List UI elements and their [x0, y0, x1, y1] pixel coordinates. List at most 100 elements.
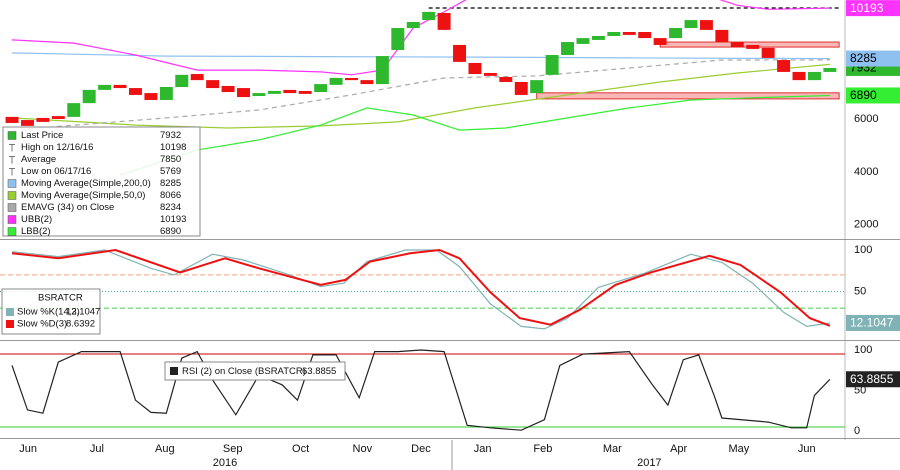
candle [36, 117, 50, 122]
stochastic-panel [0, 248, 845, 330]
y-tick-label: 100 [854, 244, 872, 256]
legend-swatch [7, 227, 17, 236]
candle [669, 28, 683, 39]
candle [190, 74, 204, 81]
series-line [119, 94, 830, 176]
candle [807, 71, 821, 81]
legend-value: 6890 [160, 226, 181, 237]
value-box [846, 314, 900, 331]
candle [237, 88, 250, 98]
legend-glyph [9, 168, 15, 176]
candle [283, 89, 297, 94]
value-box-label: 10193 [850, 1, 884, 15]
y-tick-label: 50 [854, 285, 866, 297]
candle [684, 20, 698, 29]
candle [360, 80, 374, 85]
x-tick-label: Apr [670, 443, 687, 455]
legend-glyph [9, 144, 15, 152]
candle [98, 84, 112, 90]
x-tick-label: Mar [603, 443, 622, 455]
legend-value: 5769 [160, 166, 181, 177]
series-line [11, 52, 830, 60]
legend-swatch [7, 191, 17, 200]
candle [422, 11, 436, 21]
value-box [846, 87, 900, 104]
legend-value: 7932 [160, 130, 181, 141]
candle [298, 90, 312, 94]
value-box-label: 8285 [850, 51, 877, 65]
legend-label: Average [21, 154, 56, 165]
year-label: 2017 [637, 457, 661, 469]
value-box-label: 63.8855 [850, 372, 894, 386]
candle [792, 71, 806, 81]
legend-swatch [6, 308, 14, 316]
candle [175, 74, 189, 88]
candle [129, 88, 142, 95]
candle [823, 67, 837, 72]
candle [499, 76, 513, 82]
legend-label: Moving Average(Simple,50,0) [21, 190, 145, 201]
series-line [11, 59, 830, 131]
legend-value: 10193 [160, 214, 186, 225]
legend-value: 63.8855 [302, 366, 336, 377]
legend-value: 8.6392 [66, 319, 95, 330]
candle [51, 116, 65, 119]
legend-label: Slow %D(3) [17, 319, 67, 330]
candle [653, 38, 667, 45]
rsi-panel [0, 349, 845, 431]
candle [607, 31, 621, 36]
x-tick-label: Jun [19, 443, 37, 455]
value-box-label: 6890 [850, 88, 877, 102]
candle [576, 38, 590, 44]
candle [453, 44, 467, 62]
x-tick-label: Sep [223, 443, 243, 455]
candle [375, 56, 389, 85]
legend-box [164, 361, 346, 381]
value-box-label: 12.1047 [850, 316, 894, 330]
candle [144, 93, 158, 100]
x-tick-label: Dec [411, 443, 431, 455]
legend-label: LBB(2) [21, 226, 51, 237]
legend-value: 8066 [160, 190, 181, 201]
candle [20, 120, 34, 126]
legend-label: Low on 06/17/16 [21, 166, 91, 177]
x-tick-label: Oct [292, 443, 309, 455]
candle [545, 55, 559, 75]
legend-value: 10198 [160, 142, 186, 153]
x-tick-label: Nov [353, 443, 373, 455]
legend-label: Slow %K(14,3) [17, 307, 80, 318]
candle [391, 28, 405, 50]
candle [314, 84, 328, 93]
legend-swatch [170, 367, 178, 375]
legend-glyph [9, 156, 15, 164]
candle [746, 44, 760, 49]
legend-value: 12.1047 [66, 307, 100, 318]
y-tick-label: 2000 [854, 219, 878, 231]
legend-title: BSRATCR [38, 293, 83, 304]
candle [113, 84, 127, 89]
legend-label: UBB(2) [21, 214, 52, 225]
legend-label: High on 12/16/16 [21, 142, 93, 153]
legend-label: RSI (2) on Close (BSRATCR) [182, 366, 306, 377]
legend-value: 8234 [160, 202, 181, 213]
candle [514, 81, 528, 95]
y-tick-label: 100 [854, 344, 872, 356]
candle [468, 62, 482, 75]
y-tick-label: 0 [854, 425, 860, 437]
value-box [846, 0, 900, 17]
year-label: 2016 [213, 457, 237, 469]
candle [5, 116, 19, 123]
candle [777, 60, 791, 72]
legend-swatch [7, 179, 17, 188]
legend-swatch [7, 215, 17, 224]
x-tick-label: Jan [474, 443, 492, 455]
x-tick-label: Jul [90, 443, 104, 455]
legend-swatch [7, 131, 17, 140]
y-tick-label: 4000 [854, 166, 878, 178]
candle [67, 103, 81, 117]
candle [159, 87, 173, 100]
candle [252, 93, 266, 96]
legend-value: 8285 [160, 178, 181, 189]
